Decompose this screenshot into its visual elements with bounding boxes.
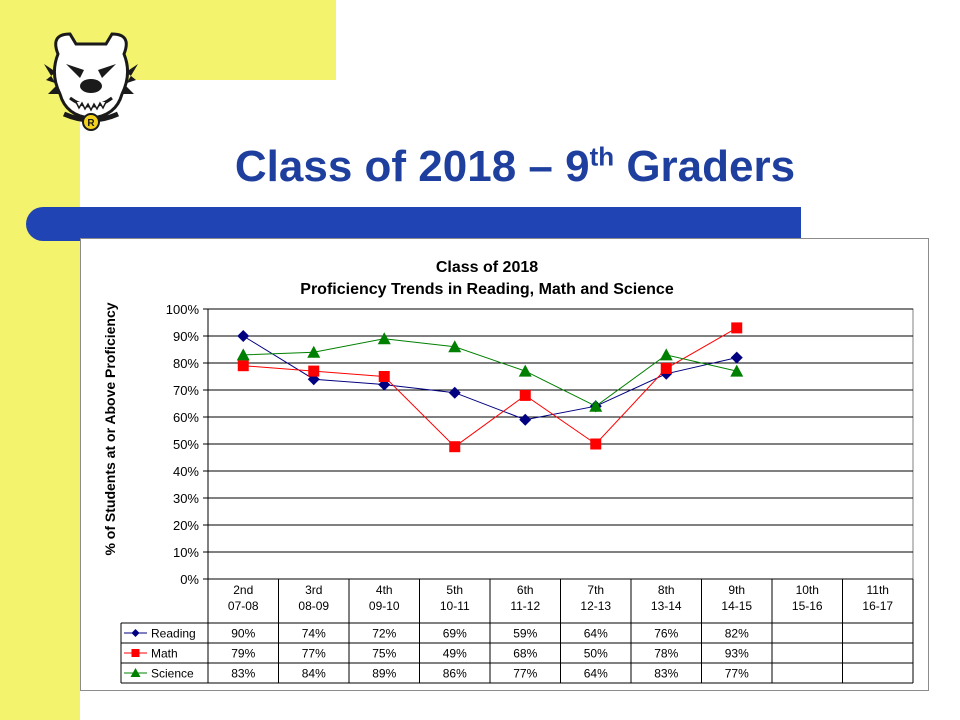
logo-letter: R	[87, 118, 95, 129]
y-tick-label: 90%	[173, 329, 199, 344]
math-data-label: 50%	[584, 647, 608, 661]
science-point	[589, 399, 603, 412]
y-tick-label: 0%	[180, 572, 199, 587]
reading-data-label: 59%	[513, 627, 537, 641]
y-tick-label: 60%	[173, 410, 199, 425]
x-tick-year: 09-10	[369, 599, 400, 613]
reading-point	[237, 330, 250, 342]
science-legend-label: Science	[151, 667, 194, 681]
math-data-label: 77%	[302, 647, 326, 661]
science-point	[659, 348, 673, 361]
science-point	[377, 332, 391, 345]
math-legend-label: Math	[151, 647, 178, 661]
reading-data-label: 74%	[302, 627, 326, 641]
math-point	[731, 322, 743, 334]
chart-frame: Class of 2018 Proficiency Trends in Read…	[80, 238, 929, 691]
y-tick-label: 100%	[166, 302, 200, 317]
math-point	[519, 389, 531, 401]
math-legend-marker	[131, 649, 140, 657]
reading-series-line	[242, 335, 737, 421]
science-data-label: 77%	[725, 667, 749, 681]
reading-point	[730, 351, 743, 364]
math-point	[237, 360, 249, 372]
x-tick-year: 13-14	[651, 599, 682, 613]
reading-point	[519, 413, 532, 426]
x-tick-grade: 5th	[446, 583, 463, 597]
y-tick-label: 40%	[173, 464, 199, 479]
y-tick-label: 50%	[173, 437, 199, 452]
math-point	[660, 362, 672, 374]
data-table: 2nd 07-08 3rd 08-09 4th 09-10 5th 10-11 6th 11-12…	[120, 579, 914, 684]
reading-legend-marker	[131, 629, 140, 637]
reading-point	[448, 386, 461, 399]
x-tick-grade: 7th	[587, 583, 604, 597]
chart-title: Class of 2018	[436, 259, 538, 276]
science-point	[236, 348, 250, 361]
x-tick-year: 12-13	[580, 599, 611, 613]
reading-data-label: 69%	[443, 627, 467, 641]
math-point	[590, 438, 602, 450]
y-tick-label: 70%	[173, 383, 199, 398]
math-point	[308, 365, 320, 377]
math-data-label: 78%	[654, 647, 678, 661]
title-underline-bar	[26, 207, 801, 241]
left-accent-bar	[0, 0, 80, 720]
y-tick-label: 80%	[173, 356, 199, 371]
x-tick-year: 08-09	[298, 599, 329, 613]
science-data-label: 86%	[443, 667, 467, 681]
reading-legend-label: Reading	[151, 627, 196, 641]
y-axis-label: % of Students at or Above Proficiency	[102, 302, 118, 555]
x-tick-grade: 6th	[517, 583, 534, 597]
reading-data-label: 64%	[584, 627, 608, 641]
science-data-label: 77%	[513, 667, 537, 681]
math-point	[378, 371, 390, 382]
x-tick-year: 11-12	[510, 599, 540, 613]
x-tick-grade: 3rd	[305, 583, 322, 597]
x-tick-grade: 10th	[796, 583, 819, 597]
math-data-label: 68%	[513, 647, 537, 661]
x-tick-grade: 9th	[728, 583, 745, 597]
x-tick-year: 07-08	[228, 599, 259, 613]
chart-subtitle: Proficiency Trends in Reading, Math and …	[300, 281, 674, 298]
science-point	[307, 345, 321, 358]
science-data-label: 89%	[372, 667, 396, 681]
reading-data-label: 72%	[372, 627, 396, 641]
x-tick-grade: 11th	[867, 583, 889, 597]
science-data-label: 64%	[584, 667, 608, 681]
math-data-label: 93%	[725, 647, 749, 661]
x-tick-year: 15-16	[792, 599, 823, 613]
science-data-label: 83%	[231, 667, 255, 681]
x-tick-year: 10-11	[440, 599, 470, 613]
science-point	[518, 364, 532, 377]
science-data-label: 83%	[654, 667, 678, 681]
math-series-line	[243, 327, 737, 448]
bulldog-mascot-icon: R	[44, 32, 138, 131]
science-point	[730, 364, 744, 377]
science-series-line	[243, 338, 737, 407]
reading-data-label: 82%	[725, 627, 749, 641]
math-data-label: 49%	[443, 647, 467, 661]
x-tick-grade: 2nd	[233, 583, 253, 597]
x-tick-grade: 8th	[658, 583, 675, 597]
x-tick-year: 16-17	[862, 599, 893, 613]
reading-data-label: 90%	[231, 627, 255, 641]
science-point	[448, 340, 462, 353]
math-data-label: 79%	[231, 647, 255, 661]
science-data-label: 84%	[302, 667, 326, 681]
x-tick-grade: 4th	[376, 583, 393, 597]
math-data-label: 75%	[372, 647, 396, 661]
y-tick-label: 10%	[173, 545, 199, 560]
y-tick-label: 30%	[173, 491, 199, 506]
plot-area: 100% 90% 80% 70% 60% 50% 40% 30% 20% 10% 0%	[166, 302, 914, 587]
slide-title: Class of 2018 – 9th Graders	[234, 141, 796, 191]
science-legend-marker	[130, 668, 141, 677]
reading-data-label: 76%	[654, 627, 678, 641]
proficiency-chart: Class of 2018 Proficiency Trends in Read…	[102, 259, 914, 684]
y-tick-label: 20%	[173, 518, 199, 533]
x-tick-year: 14-15	[721, 599, 752, 613]
math-point	[449, 441, 461, 453]
